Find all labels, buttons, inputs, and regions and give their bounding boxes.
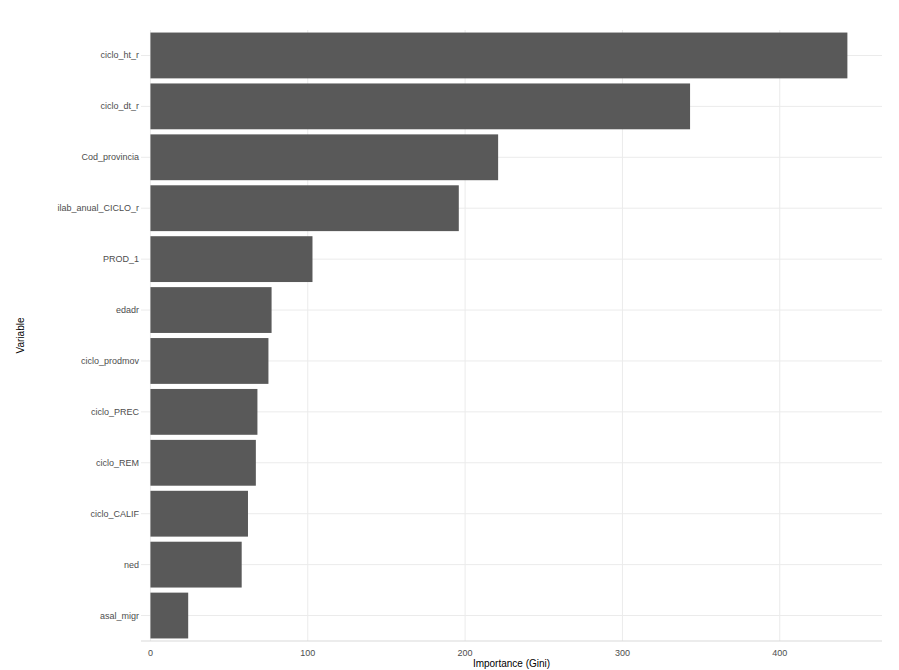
y-axis-title: Variable [15, 317, 26, 353]
category-label: ned [124, 560, 139, 570]
bar [150, 33, 847, 79]
bar [150, 338, 268, 384]
category-label: ilab_anual_CICLO_r [57, 203, 139, 213]
category-label: edadr [116, 305, 139, 315]
category-label: ciclo_CALIF [90, 509, 139, 519]
tick-label: 400 [772, 648, 787, 658]
bar [150, 236, 312, 282]
tick-label: 300 [615, 648, 630, 658]
bar [150, 542, 241, 588]
bar [150, 185, 458, 231]
tick-label: 0 [148, 648, 153, 658]
bar [150, 440, 255, 486]
bar [150, 83, 690, 129]
bar [150, 593, 188, 639]
category-label: ciclo_PREC [91, 407, 140, 417]
bar [150, 134, 498, 180]
bar [150, 287, 271, 333]
category-label: PROD_1 [103, 254, 139, 264]
category-grid-line [141, 564, 882, 565]
category-label: asal_migr [100, 611, 139, 621]
category-grid-line [141, 615, 882, 616]
grid-line [779, 30, 780, 641]
category-label: ciclo_dt_r [100, 101, 139, 111]
category-label: ciclo_ht_r [100, 50, 139, 60]
x-axis-title: Importance (Gini) [473, 658, 550, 669]
chart: ciclo_ht_r ciclo_dt_r Cod_provincia ilab_an… [0, 0, 899, 670]
bar [150, 389, 257, 435]
bar [150, 491, 248, 537]
axis-line [141, 641, 882, 642]
category-label: ciclo_REM [96, 458, 139, 468]
bars [150, 33, 847, 639]
category-grid-line [141, 513, 882, 514]
category-label: Cod_provincia [81, 152, 139, 162]
tick-label: 100 [300, 648, 315, 658]
category-label: ciclo_prodmov [81, 356, 140, 366]
tick-label: 200 [458, 648, 473, 658]
